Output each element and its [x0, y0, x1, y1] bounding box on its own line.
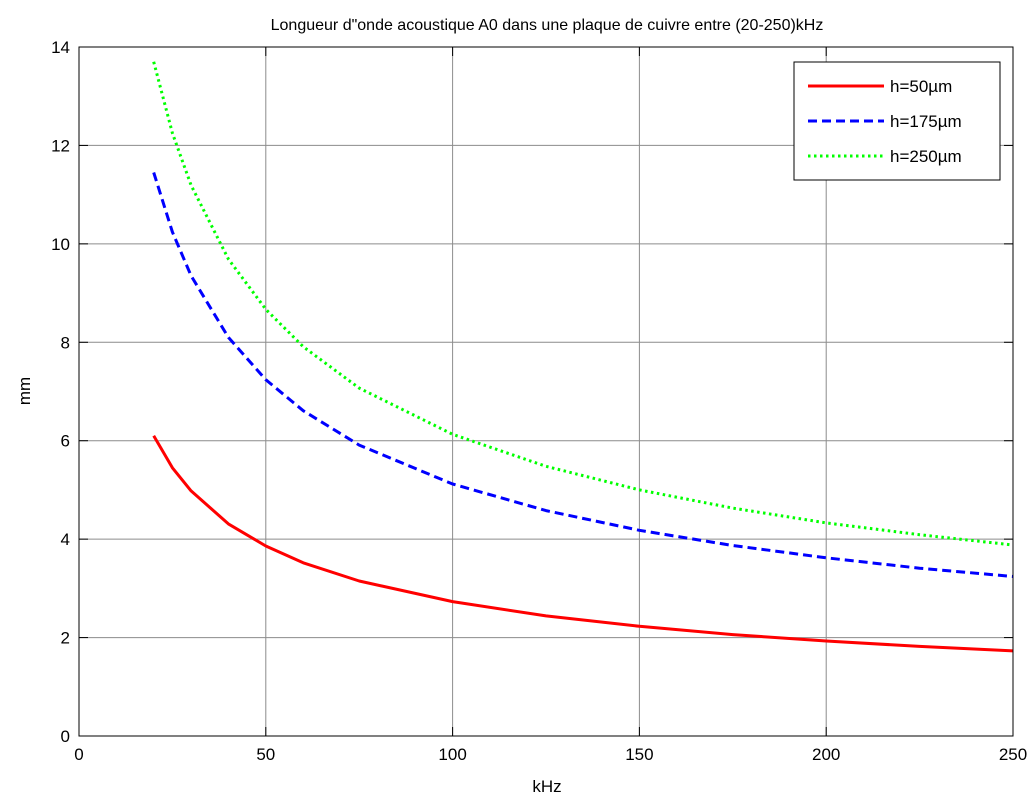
y-tick-label: 14: [51, 38, 70, 57]
x-tick-label: 100: [438, 745, 466, 764]
series-line-0: [154, 436, 1013, 651]
x-tick-label: 50: [256, 745, 275, 764]
legend-label-2: h=250µm: [890, 147, 962, 166]
x-tick-label: 0: [74, 745, 83, 764]
chart-title: Longueur d"onde acoustique A0 dans une p…: [271, 17, 824, 34]
y-tick-label: 2: [61, 629, 70, 648]
legend: h=50µm h=175µm h=250µm: [794, 62, 1000, 180]
x-tick-label: 250: [999, 745, 1027, 764]
y-tick-label: 0: [61, 727, 70, 746]
legend-label-1: h=175µm: [890, 112, 962, 131]
legend-label-0: h=50µm: [890, 77, 952, 96]
y-tick-label: 10: [51, 235, 70, 254]
y-tick-label: 4: [61, 530, 70, 549]
x-tick-label: 150: [625, 745, 653, 764]
y-tick-label: 8: [61, 333, 70, 352]
y-tick-label: 6: [61, 432, 70, 451]
x-axis-label: kHz: [532, 777, 561, 796]
x-tick-label: 200: [812, 745, 840, 764]
series-line-1: [154, 173, 1013, 577]
y-tick-label: 12: [51, 136, 70, 155]
y-axis-label: mm: [15, 377, 34, 405]
